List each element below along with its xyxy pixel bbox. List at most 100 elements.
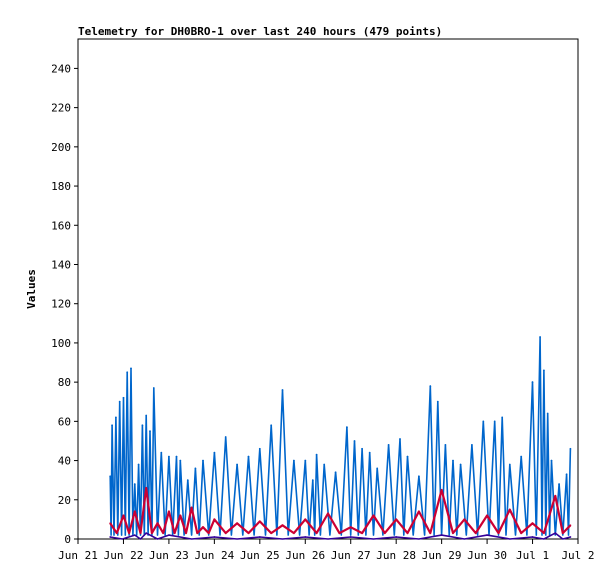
y-axis-label: Values bbox=[25, 269, 38, 309]
data-point-1 bbox=[501, 416, 504, 419]
data-point-1 bbox=[315, 453, 318, 456]
data-point-1 bbox=[179, 459, 182, 462]
data-point-1 bbox=[194, 467, 197, 470]
data-point-1 bbox=[436, 400, 439, 403]
data-point-1 bbox=[247, 455, 250, 458]
y-tick-label: 220 bbox=[51, 102, 71, 115]
data-point-1 bbox=[236, 463, 239, 466]
data-point-2 bbox=[327, 512, 329, 515]
data-point-2 bbox=[440, 489, 443, 491]
data-point-1 bbox=[145, 414, 148, 417]
x-tick-label: Jul 1 bbox=[516, 549, 549, 562]
data-point-3 bbox=[145, 532, 148, 534]
data-point-3 bbox=[531, 536, 534, 538]
data-point-1 bbox=[311, 479, 314, 482]
data-point-1 bbox=[471, 444, 473, 446]
data-point-2 bbox=[168, 510, 170, 513]
data-point-1 bbox=[168, 455, 170, 458]
data-point-1 bbox=[149, 430, 151, 433]
data-point-1 bbox=[558, 483, 560, 485]
data-point-1 bbox=[376, 467, 379, 470]
series-line-3 bbox=[110, 532, 571, 540]
data-point-1 bbox=[482, 420, 485, 423]
data-point-1 bbox=[569, 447, 572, 450]
x-tick-label: Jun 30 bbox=[467, 549, 507, 562]
data-point-1 bbox=[111, 424, 113, 427]
data-point-1 bbox=[368, 451, 371, 454]
series-line-2 bbox=[109, 486, 572, 535]
data-point-2 bbox=[202, 526, 204, 529]
data-point-3 bbox=[395, 536, 398, 538]
x-tick-label: Jun 26 bbox=[285, 549, 325, 562]
y-tick-label: 60 bbox=[58, 415, 71, 428]
y-tick-label: 180 bbox=[51, 180, 71, 193]
data-point-3 bbox=[213, 536, 216, 538]
data-point-1 bbox=[175, 455, 178, 458]
data-point-2 bbox=[349, 526, 352, 529]
data-point-1 bbox=[353, 440, 356, 442]
data-point-2 bbox=[395, 518, 398, 521]
data-point-1 bbox=[115, 416, 117, 419]
data-point-1 bbox=[126, 371, 129, 374]
data-point-1 bbox=[543, 369, 545, 372]
data-point-2 bbox=[179, 514, 182, 517]
data-point-3 bbox=[168, 534, 170, 536]
data-point-1 bbox=[281, 389, 284, 391]
data-point-2 bbox=[531, 522, 534, 525]
data-point-1 bbox=[258, 447, 261, 450]
data-point-2 bbox=[281, 524, 284, 527]
data-point-2 bbox=[122, 514, 125, 517]
y-tick-label: 20 bbox=[58, 494, 71, 507]
x-tick-label: Jun 22 bbox=[104, 549, 144, 562]
data-point-2 bbox=[304, 518, 307, 521]
chart-title: Telemetry for DH0BRO-1 over last 240 hou… bbox=[78, 25, 442, 38]
data-point-2 bbox=[463, 518, 466, 521]
y-tick-label: 240 bbox=[51, 62, 71, 75]
data-point-2 bbox=[109, 522, 112, 525]
data-point-1 bbox=[152, 387, 155, 389]
data-point-1 bbox=[323, 463, 326, 466]
y-tick-label: 160 bbox=[51, 219, 71, 232]
data-point-2 bbox=[145, 487, 148, 489]
data-point-1 bbox=[137, 463, 140, 466]
data-point-3 bbox=[304, 536, 307, 538]
data-point-1 bbox=[459, 463, 462, 466]
data-point-2 bbox=[508, 508, 511, 511]
data-point-1 bbox=[133, 483, 136, 485]
y-tick-label: 140 bbox=[51, 258, 71, 271]
data-point-1 bbox=[444, 444, 447, 446]
x-tick-label: Jun 23 bbox=[149, 549, 189, 562]
data-point-1 bbox=[160, 451, 163, 454]
data-point-1 bbox=[361, 447, 363, 450]
data-point-1 bbox=[304, 459, 307, 462]
data-point-2 bbox=[133, 510, 136, 513]
data-point-1 bbox=[109, 475, 112, 478]
data-point-2 bbox=[418, 510, 420, 513]
y-tick-label: 120 bbox=[51, 298, 71, 311]
data-point-3 bbox=[569, 536, 572, 538]
data-point-3 bbox=[109, 536, 112, 538]
data-point-1 bbox=[508, 463, 511, 466]
data-point-3 bbox=[349, 536, 352, 538]
x-tick-label: Jun 27 bbox=[331, 549, 371, 562]
data-point-3 bbox=[440, 534, 443, 536]
x-tick-label: Jun 24 bbox=[194, 549, 234, 562]
data-point-3 bbox=[554, 532, 557, 534]
data-point-1 bbox=[334, 471, 337, 474]
data-point-1 bbox=[429, 385, 432, 387]
data-point-1 bbox=[270, 424, 273, 427]
data-point-1 bbox=[293, 459, 295, 462]
x-tick-label: Jun 25 bbox=[240, 549, 280, 562]
data-point-1 bbox=[399, 438, 401, 440]
series-layer bbox=[109, 336, 572, 540]
data-point-1 bbox=[406, 455, 409, 458]
data-point-1 bbox=[130, 367, 132, 370]
y-tick-label: 100 bbox=[51, 337, 71, 350]
x-tick-label: Jun 29 bbox=[422, 549, 462, 562]
data-point-2 bbox=[569, 524, 572, 527]
data-point-3 bbox=[486, 534, 488, 536]
data-point-1 bbox=[346, 426, 348, 429]
data-point-2 bbox=[486, 514, 488, 517]
x-tick-label: Jul 2 bbox=[561, 549, 594, 562]
data-point-1 bbox=[531, 381, 534, 383]
